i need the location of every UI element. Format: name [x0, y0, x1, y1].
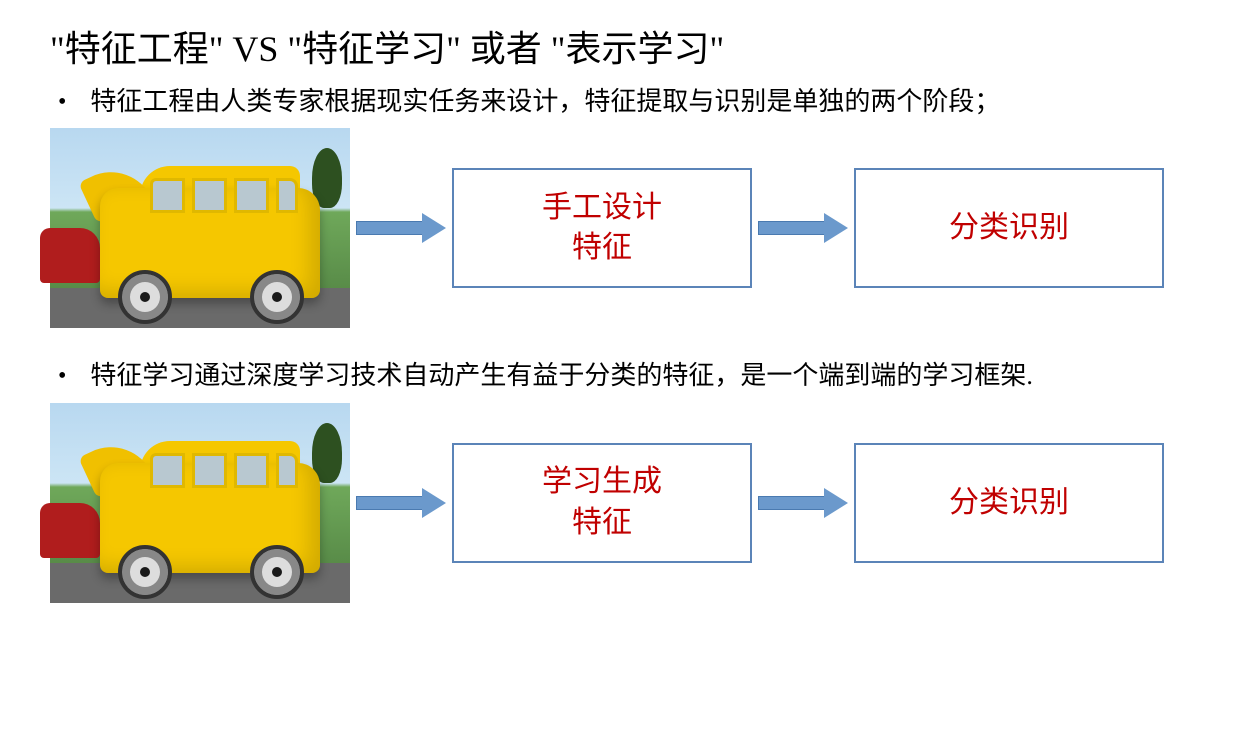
flow-row-1: 手工设计 特征 分类识别 — [50, 128, 1208, 328]
arrow-icon — [356, 213, 446, 243]
bullet-dot-icon: • — [58, 84, 66, 120]
bullet-dot-icon: • — [58, 358, 66, 394]
bullet-1: • 特征工程由人类专家根据现实任务来设计，特征提取与识别是单独的两个阶段； — [50, 84, 1208, 120]
feature-box-1-line1: 手工设计 — [542, 188, 662, 229]
arrow-icon — [356, 488, 446, 518]
feature-box-1-line2: 特征 — [572, 228, 632, 269]
arrow-icon — [758, 488, 848, 518]
bullet-2: • 特征学习通过深度学习技术自动产生有益于分类的特征，是一个端到端的学习框架. — [50, 358, 1208, 394]
bullet-2-text: 特征学习通过深度学习技术自动产生有益于分类的特征，是一个端到端的学习框架. — [90, 358, 1033, 394]
feature-box-1: 手工设计 特征 — [452, 168, 752, 288]
classify-box-1-text: 分类识别 — [949, 208, 1069, 249]
flow-row-2: 学习生成 特征 分类识别 — [50, 403, 1208, 603]
bullet-1-text: 特征工程由人类专家根据现实任务来设计，特征提取与识别是单独的两个阶段； — [90, 84, 1000, 120]
feature-box-2-line1: 学习生成 — [542, 462, 662, 503]
arrow-icon — [758, 213, 848, 243]
classify-box-1: 分类识别 — [854, 168, 1164, 288]
feature-box-2-line2: 特征 — [572, 503, 632, 544]
slide-title: "特征工程" VS "特征学习" 或者 "表示学习" — [50, 20, 1208, 72]
classify-box-2-text: 分类识别 — [949, 483, 1069, 524]
input-image-2 — [50, 403, 350, 603]
input-image-1 — [50, 128, 350, 328]
classify-box-2: 分类识别 — [854, 443, 1164, 563]
feature-box-2: 学习生成 特征 — [452, 443, 752, 563]
